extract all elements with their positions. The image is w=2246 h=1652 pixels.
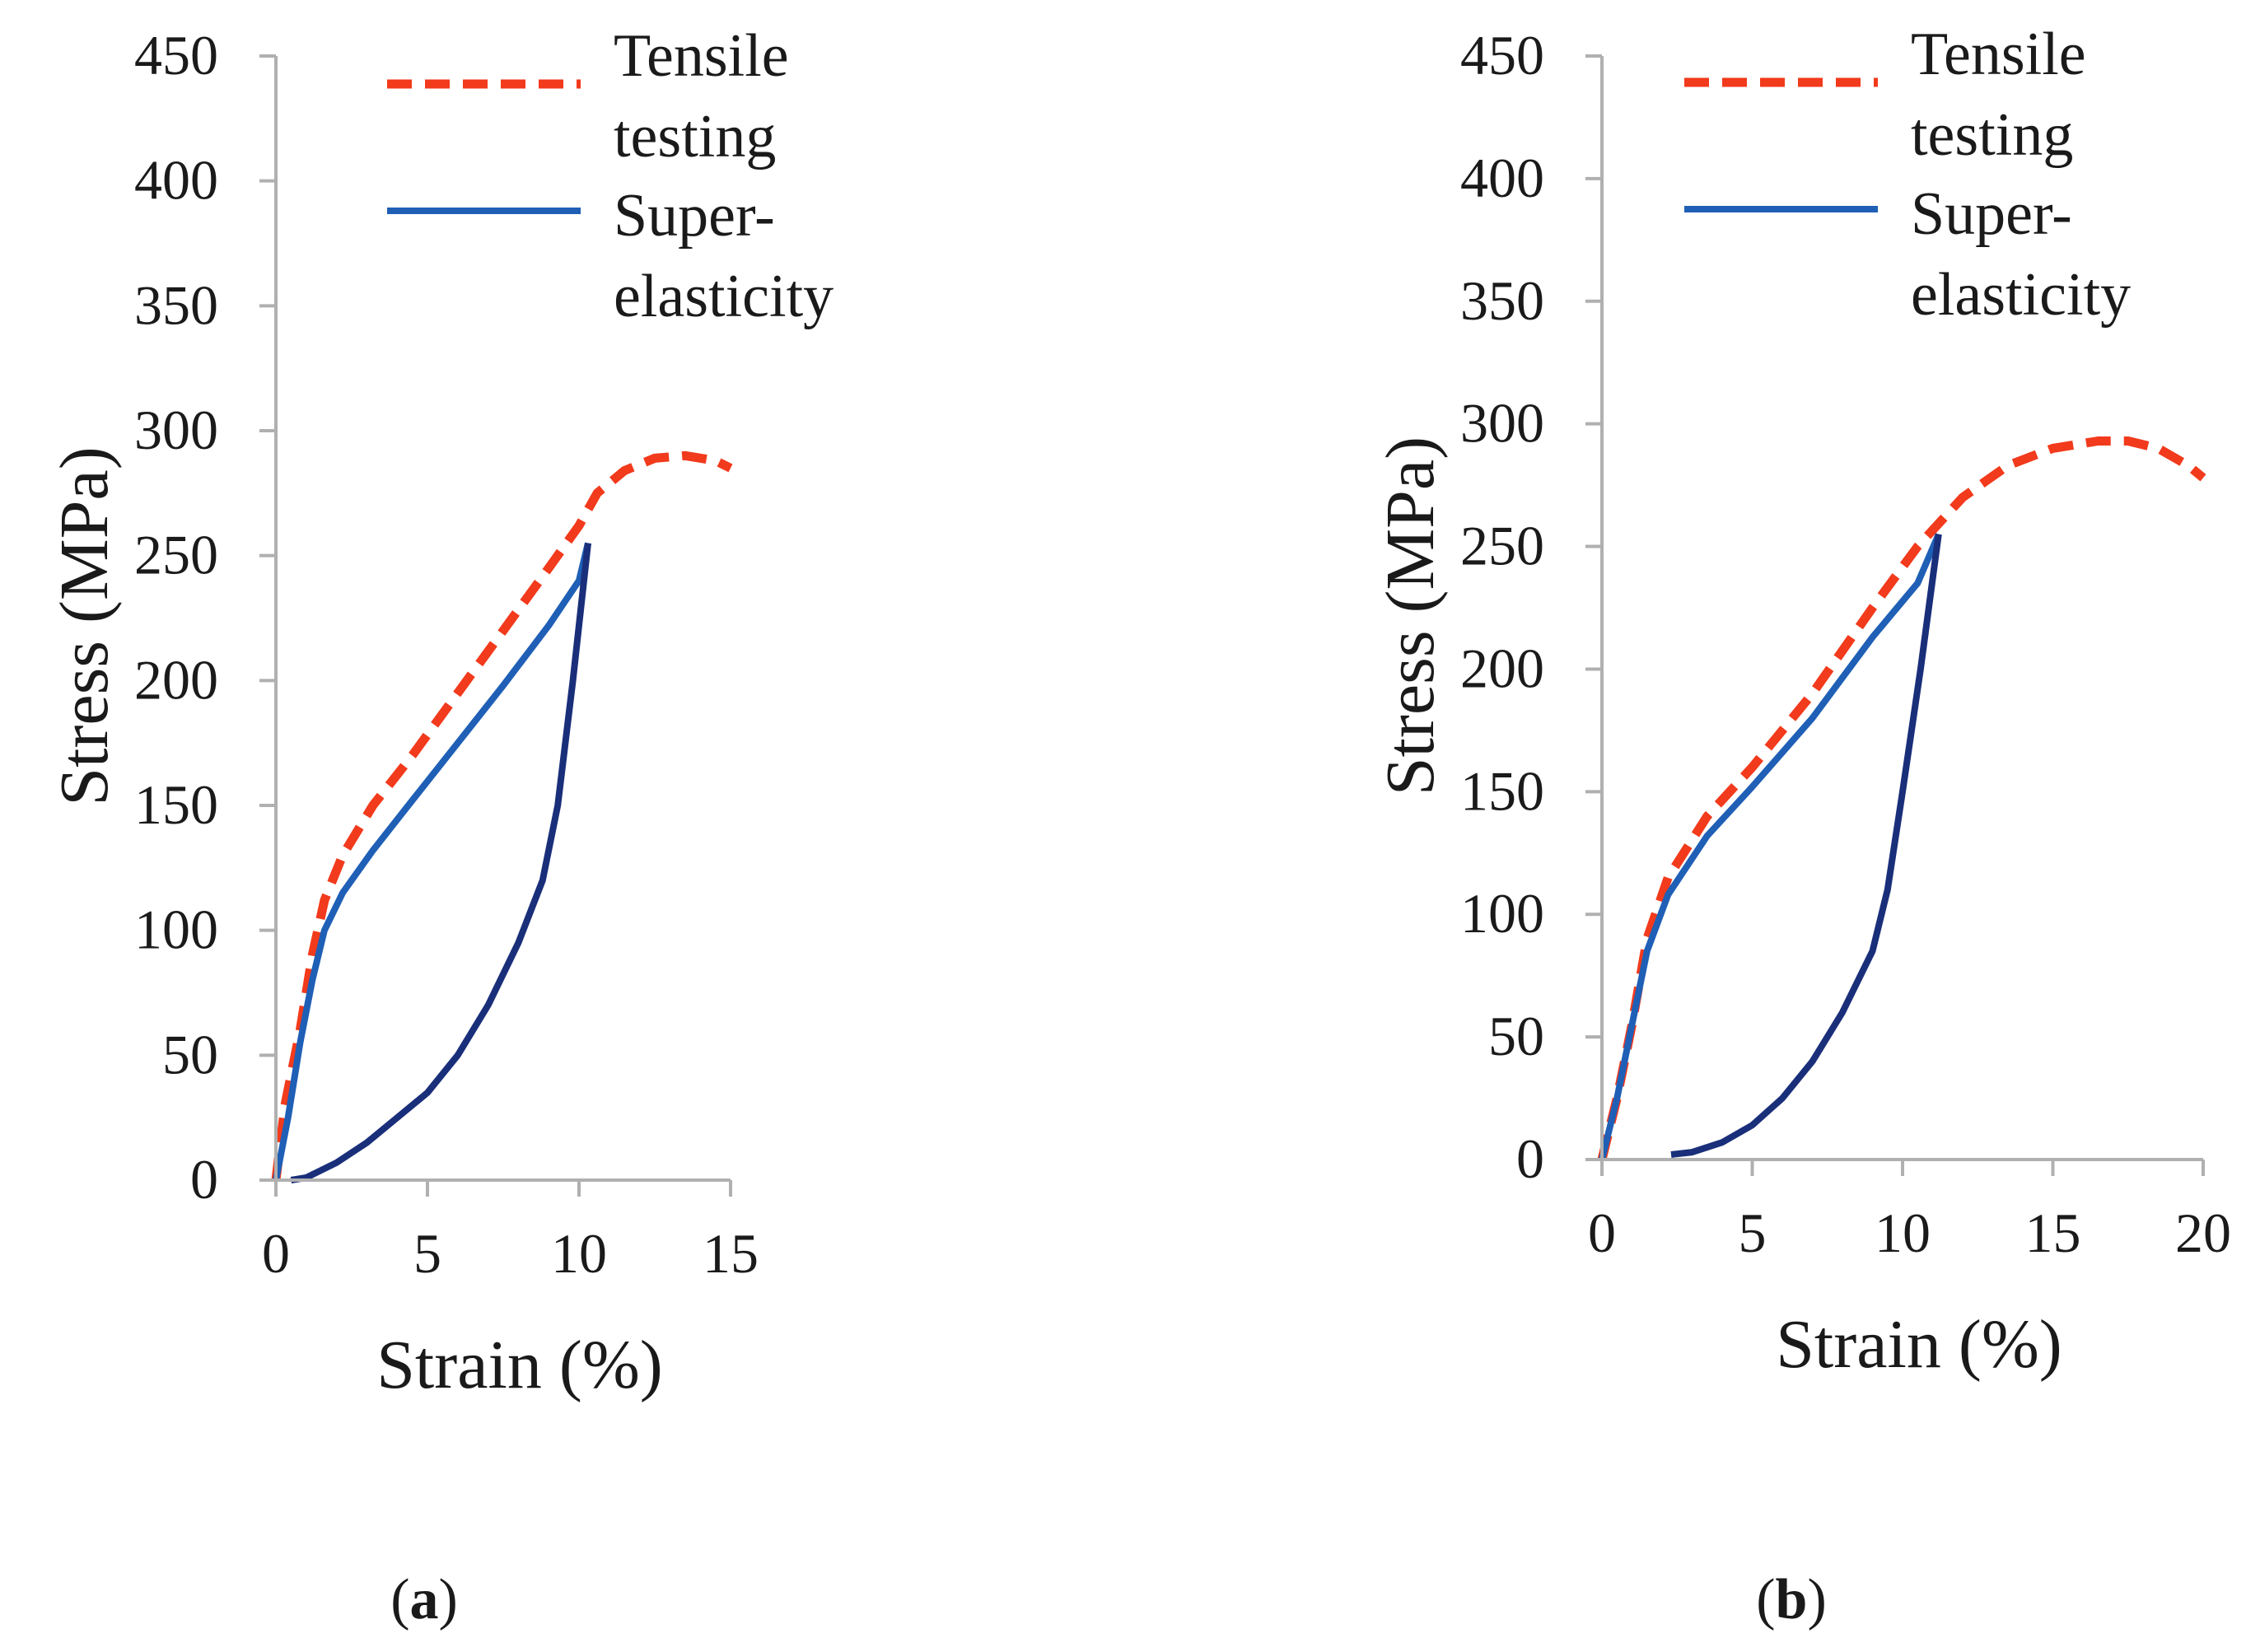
- y-tick-label: 100: [1460, 882, 1544, 945]
- series-line-super-elasticity-loading: [1599, 533, 1942, 1160]
- y-tick-label: 250: [134, 524, 218, 586]
- legend-label-tensile-line2-a: testing: [614, 103, 776, 170]
- x-tick-label: 20: [2175, 1202, 2231, 1264]
- y-tick-label: 0: [190, 1148, 218, 1211]
- y-tick-label: 200: [134, 648, 218, 711]
- x-tick-label: 5: [413, 1222, 441, 1285]
- x-ticks-b: 0 5 10 15 20: [1588, 1160, 2231, 1264]
- x-axis-title-a: Strain (%): [376, 1327, 663, 1403]
- y-tick-label: 150: [1460, 759, 1544, 822]
- y-tick-label: 300: [134, 399, 218, 461]
- plot-lines-a: [271, 450, 733, 1183]
- x-tick-label: 15: [2025, 1202, 2081, 1264]
- chart-panel-a: 0 50 100 150 200 250 300 350 400 450 0 5 10 15 Stres…: [46, 22, 833, 1631]
- y-tick-label: 400: [1460, 147, 1544, 209]
- legend-label-superelasticity-line2-a: elasticity: [614, 263, 833, 330]
- y-axis-title-a: Stress (MPa): [46, 446, 123, 805]
- legend-label-tensile-line1-a: Tensile: [614, 22, 789, 90]
- y-tick-label: 300: [1460, 392, 1544, 455]
- y-axis-title-b: Stress (MPa): [1372, 436, 1449, 796]
- y-tick-label: 450: [1460, 24, 1544, 86]
- y-tick-label: 0: [1516, 1127, 1544, 1190]
- x-tick-label: 0: [1588, 1202, 1616, 1264]
- y-tick-label: 50: [1488, 1005, 1544, 1067]
- legend-label-tensile-line1-b: Tensile: [1911, 21, 2086, 88]
- series-line-tensile-testing: [271, 450, 733, 1181]
- series-line-super-elasticity-unloading: [1670, 534, 1942, 1158]
- y-ticks-b: 0 50 100 150 200 250 300 350 400 450: [1460, 24, 1602, 1190]
- x-tick-label: 0: [262, 1222, 290, 1285]
- legend-label-tensile-line2-b: testing: [1911, 101, 2073, 169]
- y-tick-label: 50: [162, 1023, 218, 1085]
- chart-panel-b: 0 50 100 150 200 250 300 350 400 450 0 5 10 15 20 Str…: [1372, 21, 2231, 1631]
- x-axis-title-b: Strain (%): [1776, 1306, 2062, 1383]
- x-tick-label: 15: [703, 1222, 759, 1285]
- x-tick-label: 5: [1739, 1202, 1767, 1264]
- panel-label-b: (b): [1756, 1568, 1827, 1631]
- plot-lines-b: [1597, 436, 2206, 1161]
- legend-label-superelasticity-line1-a: Super-: [614, 182, 775, 250]
- y-tick-label: 100: [134, 898, 218, 961]
- y-tick-label: 400: [134, 149, 218, 212]
- legend-a: Tensile testing Super- elasticity: [387, 22, 833, 330]
- y-tick-label: 350: [134, 273, 218, 336]
- legend-b: Tensile testing Super- elasticity: [1684, 21, 2131, 329]
- x-ticks-a: 0 5 10 15: [262, 1180, 759, 1285]
- series-line-super-elasticity-unloading: [290, 543, 591, 1183]
- series-line-super-elasticity-loading: [273, 542, 591, 1181]
- y-ticks-a: 0 50 100 150 200 250 300 350 400 450: [134, 24, 276, 1211]
- y-tick-label: 350: [1460, 269, 1544, 332]
- legend-label-superelasticity-line1-b: Super-: [1911, 180, 2072, 248]
- x-tick-label: 10: [1875, 1202, 1931, 1264]
- y-tick-label: 150: [134, 773, 218, 836]
- x-tick-label: 10: [551, 1222, 607, 1285]
- legend-label-superelasticity-line2-b: elasticity: [1911, 261, 2131, 329]
- y-tick-label: 200: [1460, 637, 1544, 699]
- y-tick-label: 450: [134, 24, 218, 86]
- panel-label-a: (a): [390, 1568, 458, 1631]
- y-tick-label: 250: [1460, 515, 1544, 577]
